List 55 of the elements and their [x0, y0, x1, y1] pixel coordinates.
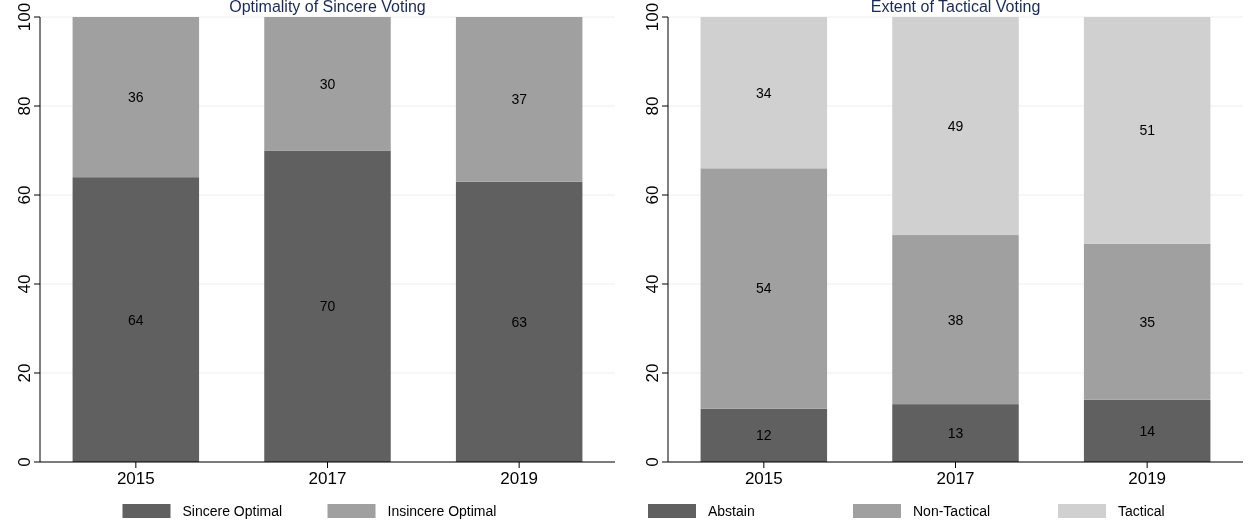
- bar: [72, 177, 200, 462]
- legend-label: Insincere Optimal: [387, 503, 497, 519]
- legend-label: Tactical: [1118, 503, 1165, 519]
- y-tick-label: 80: [15, 96, 34, 116]
- bar: [1083, 243, 1211, 400]
- y-tick-label: 0: [643, 457, 662, 467]
- x-tick-label: 2015: [116, 469, 155, 488]
- bar: [264, 17, 391, 151]
- data-label: 37: [511, 91, 528, 108]
- data-label: 13: [947, 425, 964, 442]
- bar: [72, 17, 200, 178]
- data-label: 70: [319, 298, 336, 315]
- bar: [892, 404, 1019, 462]
- y-tick-label: 80: [643, 96, 662, 116]
- y-tick-label: 60: [643, 185, 662, 205]
- data-label: 14: [1139, 422, 1156, 439]
- x-tick-label: 2017: [308, 469, 347, 488]
- bar: [700, 17, 828, 169]
- data-label: 34: [756, 84, 772, 101]
- x-tick-label: 2019: [500, 469, 539, 488]
- x-tick-label: 2015: [744, 469, 783, 488]
- bar: [892, 17, 1019, 236]
- y-tick-label: 40: [643, 274, 662, 294]
- chart-title: Optimality of Sincere Voting: [229, 0, 426, 15]
- data-label: 36: [128, 89, 144, 106]
- data-label: 64: [128, 311, 144, 328]
- data-label: 51: [1139, 122, 1156, 139]
- data-label: 38: [947, 311, 964, 328]
- chart-title: Extent of Tactical Voting: [870, 0, 1041, 15]
- data-label: 35: [1139, 313, 1156, 330]
- y-tick-label: 20: [643, 363, 662, 383]
- bar: [700, 168, 828, 409]
- data-label: 54: [756, 280, 772, 297]
- y-tick-label: 60: [15, 185, 34, 205]
- bar: [892, 235, 1019, 405]
- bar: [455, 17, 583, 182]
- data-label: 49: [947, 118, 964, 135]
- legend-label: Abstain: [708, 503, 755, 519]
- bar: [1083, 399, 1211, 462]
- x-tick-label: 2017: [936, 469, 975, 488]
- y-tick-label: 100: [643, 2, 662, 32]
- bar: [455, 181, 583, 462]
- y-tick-label: 20: [15, 363, 34, 383]
- legend-label: Non-Tactical: [913, 503, 991, 519]
- bar: [264, 150, 391, 462]
- legend-label: Sincere Optimal: [182, 503, 283, 519]
- data-label: 30: [319, 75, 336, 92]
- bar: [700, 408, 828, 462]
- y-tick-label: 40: [15, 274, 34, 294]
- data-label: 12: [756, 427, 772, 444]
- y-tick-label: 100: [15, 2, 34, 32]
- data-label: 63: [511, 313, 528, 330]
- x-tick-label: 2019: [1128, 469, 1167, 488]
- bar: [1083, 17, 1211, 244]
- y-tick-label: 0: [15, 457, 34, 467]
